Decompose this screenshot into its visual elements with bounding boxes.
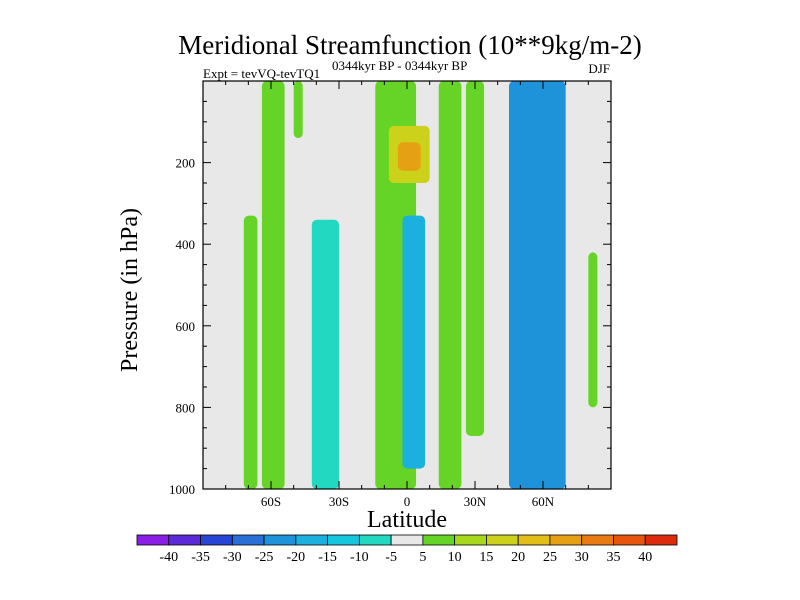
colorbar-swatch	[200, 534, 233, 546]
colorbar-swatch	[263, 534, 297, 546]
colorbar-swatch	[517, 534, 551, 546]
colorbar-swatch	[168, 534, 201, 546]
contour-region-upper-tropical-peak	[397, 142, 421, 171]
x-tick-label: 30S	[329, 494, 349, 509]
colorbar-swatch	[422, 534, 456, 546]
colorbar-label: 10	[448, 550, 462, 565]
contour-region-nh-tropical-negative	[402, 215, 426, 469]
colorbar-label: 5	[419, 550, 426, 565]
colorbar-swatch	[295, 534, 328, 546]
colorbar-swatch	[358, 534, 392, 546]
colorbar-swatch	[327, 534, 360, 546]
colorbar-swatch	[390, 534, 424, 546]
colorbar-label: -25	[255, 550, 274, 565]
colorbar-label: -35	[191, 550, 210, 565]
axis-ticks: 60S 30S 0 30N 60N 200 400 600 800 1000	[169, 80, 612, 509]
y-tick-label: 600	[176, 319, 196, 334]
y-tick-label: 200	[176, 156, 196, 171]
colorbar-label: 15	[479, 550, 493, 565]
contour-region-sh-midlat-band	[261, 81, 285, 489]
colorbar-label: 25	[543, 550, 557, 565]
y-axis-title: Pressure (in hPa)	[117, 208, 143, 372]
colorbar-swatch	[581, 534, 614, 546]
chart-title: Meridional Streamfunction (10**9kg/m-2)	[178, 30, 641, 60]
colorbar-swatch	[613, 534, 646, 546]
x-tick-label: 0	[404, 494, 411, 509]
y-tick-label: 1000	[169, 482, 195, 497]
y-tick-label: 400	[176, 237, 196, 252]
colorbar-label: -10	[350, 550, 369, 565]
colorbar-swatch	[644, 534, 678, 546]
colorbar-label: 40	[638, 550, 652, 565]
colorbar-label: -15	[318, 550, 337, 565]
contour-region-nh-high-lat-band	[588, 252, 598, 408]
x-tick-label: 30N	[464, 494, 487, 509]
colorbar-label: -5	[385, 550, 397, 565]
contour-region-sh-subtropical-cell	[311, 219, 339, 489]
colorbar-swatch	[454, 534, 487, 546]
x-tick-label: 60N	[532, 494, 555, 509]
colorbar-swatch	[549, 534, 583, 546]
season-label: DJF	[588, 61, 610, 76]
y-tick-label: 800	[176, 400, 196, 415]
colorbar-swatch	[136, 534, 170, 546]
colorbar-swatch	[486, 534, 519, 546]
x-tick-label: 60S	[261, 494, 281, 509]
colorbar-label: -20	[286, 550, 305, 565]
colorbar-label: 20	[511, 550, 525, 565]
contour-region-nh-polar-cell	[509, 81, 566, 489]
contour-regions	[243, 81, 598, 489]
plot-area: 60S 30S 0 30N 60N 200 400 600 800 1000	[169, 80, 612, 509]
colorbar-label: 30	[575, 550, 589, 565]
colorbar-swatch	[231, 534, 265, 546]
experiment-label: Expt = tevVQ-tevTQ1	[203, 66, 320, 81]
x-axis-title: Latitude	[367, 507, 447, 533]
colorbar-label: 35	[606, 550, 620, 565]
period-label: 0344kyr BP - 0344kyr BP	[332, 58, 467, 73]
contour-region-nh-subtropical-band	[438, 81, 462, 489]
contour-region-sh-upper-blob	[293, 81, 303, 139]
colorbar: -40 -35 -30 -25 -20 -15 -10 -5 5 10 15 20 25 30 35 40	[136, 534, 678, 565]
contour-region-nh-midlat-band	[465, 81, 485, 436]
colorbar-label: -30	[223, 550, 242, 565]
colorbar-label: -40	[159, 550, 178, 565]
contour-region-sh-high-lat-band	[243, 215, 258, 489]
